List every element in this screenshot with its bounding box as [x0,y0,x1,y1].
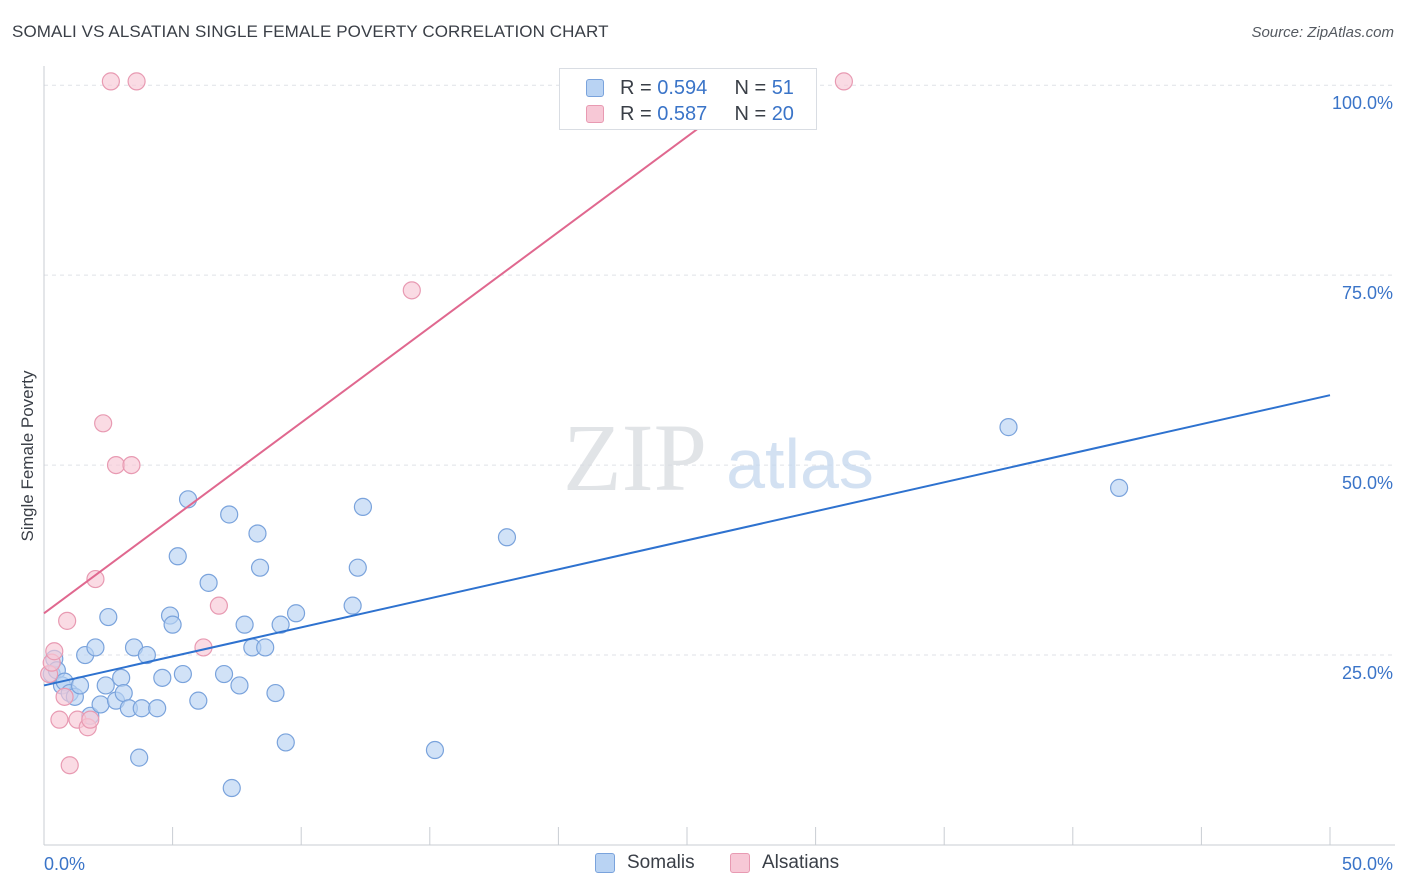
somalis-n-value: 51 [771,77,794,99]
somalis-point-40 [266,683,285,703]
alsatians-point-4 [55,687,74,706]
somalis-point-49 [999,418,1018,437]
y-tick-label-25: 25.0% [1342,663,1393,683]
axes [43,66,1395,846]
alsatians-point-14 [122,455,141,475]
somalis-point-35 [235,615,254,634]
somalis-point-34 [230,676,249,695]
somalis-point-11 [91,695,110,714]
somalis-point-43 [286,604,306,623]
alsatians-swatch [586,105,604,123]
somalis-point-48 [497,528,517,547]
somalis-point-26 [168,547,187,566]
alsatians-point-17 [209,596,228,615]
alsatians-legend-label: Alsatians [762,852,840,873]
somalis-legend-label: Somalis [627,852,695,873]
somalis-point-33 [222,778,241,798]
y-tick-label-50: 50.0% [1342,473,1393,493]
somalis-point-13 [99,607,118,627]
alsatians-point-11 [94,414,113,433]
alsatians-point-5 [58,611,77,630]
somalis-point-21 [137,645,156,665]
alsatians-point-15 [127,72,146,91]
alsatians-r-value: 0.587 [657,103,708,125]
y-tick-label-75: 75.0% [1342,283,1393,303]
somalis-point-38 [250,558,270,577]
x-tick-label-0: 0.0% [44,854,85,874]
alsatians-point-12 [101,72,120,91]
somalis-point-16 [114,683,133,703]
alsatians-r-label: R = [620,103,658,125]
x-tick-label-50: 50.0% [1342,854,1393,874]
chart-title: SOMALI VS ALSATIAN SINGLE FEMALE POVERTY… [12,22,609,41]
alsatians-point-9 [81,710,100,729]
tick-labels: 25.0% 50.0% 75.0% 100.0% 0.0% 50.0% [44,93,1393,874]
somalis-r-label: R = [620,77,658,99]
somalis-point-42 [276,733,295,752]
watermark-atlas: atlas [726,425,874,503]
somalis-point-15 [112,668,131,687]
alsatians-trendline [43,69,778,615]
somalis-point-37 [248,524,267,543]
source-label: Source: ZipAtlas.com [1251,24,1394,41]
alsatians-point-6 [60,756,79,775]
alsatians-point-2 [45,642,64,661]
watermark-zip: ZIP [563,404,707,511]
somalis-point-27 [173,664,192,684]
alsatians-point-10 [86,569,105,589]
alsatians-point-13 [106,455,126,475]
somalis-point-39 [256,638,275,657]
somalis-point-19 [130,748,149,767]
trendlines [43,69,1331,687]
y-tick-label-100: 100.0% [1332,93,1393,113]
somalis-n-label: N = [734,77,772,99]
alsatians-n-label: N = [734,103,772,125]
somalis-point-44 [343,596,362,615]
somalis-point-32 [220,505,239,524]
alsatians-legend-swatch [730,853,750,873]
watermark: ZIP atlas [563,404,874,511]
somalis-swatch [586,79,604,97]
somalis-r-value: 0.594 [657,77,708,99]
somalis-point-46 [353,497,373,516]
somalis-point-50 [1109,478,1129,497]
somalis-point-10 [86,638,105,657]
somalis-point-30 [199,573,218,592]
somalis-point-25 [163,615,182,634]
somalis-point-47 [425,740,445,760]
somalis-point-45 [348,558,367,577]
alsatians-point-19 [834,72,853,91]
somalis-trendline [43,394,1331,687]
somalis-point-22 [148,699,167,718]
somalis-point-31 [214,664,234,684]
alsatians-points [40,72,853,775]
somalis-point-12 [96,676,115,695]
alsatians-n-value: 20 [771,103,794,125]
somalis-point-20 [132,699,151,718]
somalis-point-28 [178,490,198,509]
alsatians-point-18 [402,281,421,300]
grid-lines [44,84,1395,656]
somalis-point-41 [271,615,290,634]
legend-box: R = 0.594 N = 51 R = 0.587 N = 20 [559,68,817,130]
somalis-point-29 [189,691,208,710]
alsatians-point-3 [50,710,69,729]
somalis-point-23 [153,668,172,687]
somalis-legend-swatch [595,853,615,873]
